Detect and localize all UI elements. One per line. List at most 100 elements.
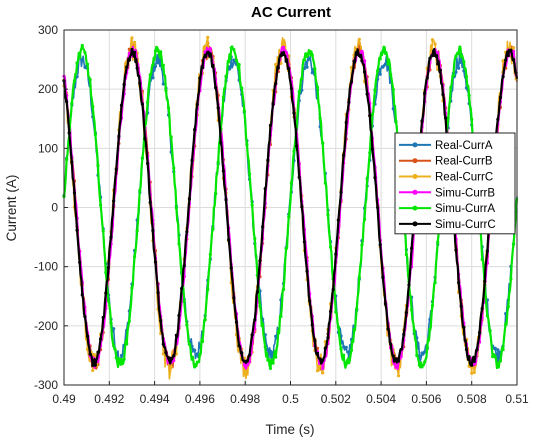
data-point (302, 58, 307, 62)
data-point (193, 127, 197, 132)
data-point (122, 357, 126, 361)
data-point (407, 283, 411, 287)
legend-marker (412, 174, 418, 179)
data-point (229, 266, 233, 270)
data-point (339, 190, 343, 194)
data-point (65, 157, 69, 162)
data-point (493, 346, 497, 350)
data-point (352, 327, 356, 332)
data-point (326, 213, 330, 217)
data-point (138, 188, 142, 192)
y-tick-label: 0 (51, 201, 58, 215)
data-point (378, 72, 382, 76)
data-point (101, 315, 105, 320)
data-point (501, 347, 505, 352)
x-tick-label: 0.49 (52, 392, 76, 406)
data-point (496, 361, 500, 365)
data-point (394, 365, 398, 369)
data-point (441, 92, 445, 97)
legend-item: Simu-CurrC (399, 219, 496, 231)
data-point (347, 100, 351, 104)
data-point (511, 242, 516, 246)
data-point (91, 104, 95, 109)
data-point (279, 61, 283, 65)
data-point (232, 47, 236, 52)
data-point (156, 48, 160, 52)
data-point (509, 48, 513, 52)
data-point (106, 299, 111, 303)
data-point (470, 371, 474, 375)
data-point (454, 70, 458, 74)
x-tick-label: 0.506 (411, 392, 441, 406)
data-point (166, 356, 171, 360)
data-point (268, 123, 273, 127)
legend-item: Real-CurrC (399, 172, 493, 184)
data-point (109, 235, 113, 239)
data-point (281, 287, 286, 292)
data-point (187, 342, 192, 346)
data-point (342, 153, 346, 157)
data-point (305, 269, 309, 273)
data-point (193, 348, 197, 352)
data-point (381, 49, 385, 54)
data-point (470, 363, 474, 367)
data-point (462, 60, 466, 64)
data-point (357, 53, 361, 58)
data-point (310, 323, 314, 327)
data-point (409, 246, 414, 250)
data-point (420, 365, 424, 369)
data-point (436, 62, 440, 66)
data-point (493, 355, 497, 359)
data-point (368, 151, 372, 155)
data-point (276, 329, 280, 333)
data-point (472, 370, 476, 375)
data-point (360, 49, 364, 54)
data-point (119, 103, 124, 107)
data-point (153, 49, 158, 53)
data-point (281, 51, 286, 55)
data-point (146, 161, 150, 165)
data-point (321, 366, 325, 371)
data-point (70, 101, 74, 105)
data-point (242, 363, 246, 367)
data-point (234, 58, 239, 62)
data-point (224, 198, 228, 202)
data-point (310, 53, 314, 57)
data-point (208, 252, 212, 256)
data-point (462, 325, 466, 329)
data-point (127, 319, 131, 323)
data-point (70, 160, 74, 164)
data-point (109, 321, 113, 325)
data-point (457, 66, 461, 70)
y-tick-label: 300 (38, 23, 58, 37)
data-point (300, 88, 304, 92)
data-point (321, 141, 325, 145)
x-tick-label: 0.494 (140, 392, 170, 406)
data-point (284, 59, 288, 63)
data-point (423, 360, 427, 364)
data-point (261, 322, 265, 326)
data-point (326, 336, 330, 340)
data-point (177, 242, 181, 246)
data-point (417, 363, 422, 367)
data-point (125, 342, 129, 346)
legend-item: Simu-CurrB (399, 187, 495, 199)
x-tick-label: 0.498 (230, 392, 260, 406)
data-point (504, 58, 508, 62)
data-point (216, 106, 220, 110)
data-point (336, 325, 341, 329)
data-point (415, 353, 419, 357)
data-point (284, 50, 288, 54)
data-point (93, 363, 97, 367)
data-point (459, 304, 463, 308)
data-point (266, 358, 270, 362)
data-point (250, 333, 254, 337)
data-point (464, 347, 469, 352)
data-point (443, 116, 448, 120)
data-point (315, 85, 320, 89)
data-point (206, 50, 210, 54)
data-point (509, 277, 513, 281)
data-point (151, 76, 155, 80)
data-point (169, 365, 173, 369)
data-point (206, 47, 210, 52)
